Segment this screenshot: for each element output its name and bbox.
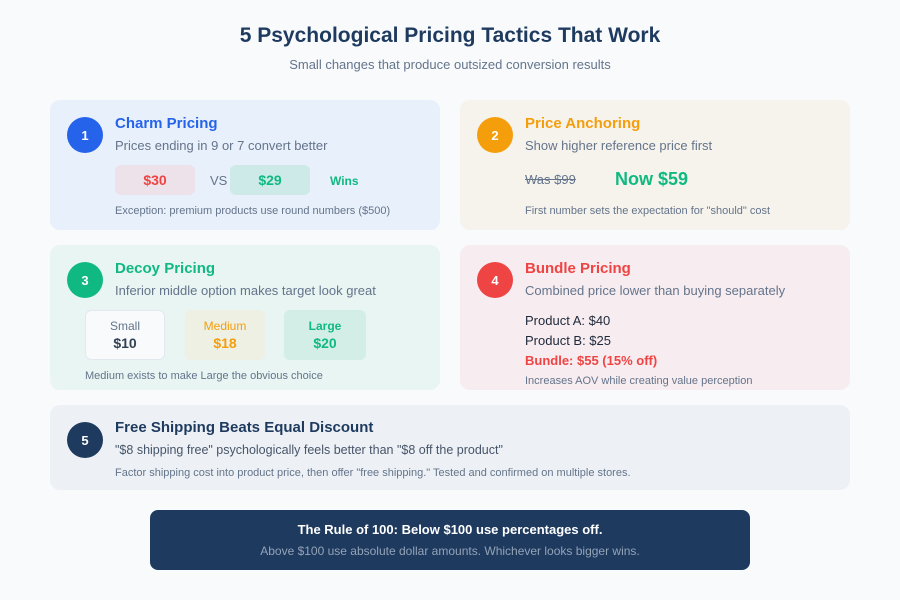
price: $29	[258, 172, 282, 188]
number-badge: 4	[477, 262, 513, 298]
price-box-win: $29	[230, 165, 310, 195]
price-box-lose: $30	[115, 165, 195, 195]
card-note: First number sets the expectation for "s…	[525, 205, 771, 217]
card-subtitle: "$8 shipping free" psychologically feels…	[115, 443, 503, 457]
card-bundle-pricing: 4 Bundle Pricing Combined price lower th…	[460, 245, 850, 390]
card-title: Bundle Pricing	[525, 260, 631, 277]
card-title: Decoy Pricing	[115, 260, 216, 277]
page-subtitle: Small changes that produce outsized conv…	[289, 57, 611, 72]
card-subtitle: Inferior middle option makes target look…	[115, 283, 376, 298]
option-large: Large $20	[284, 310, 366, 360]
was-price: Was $99	[525, 172, 576, 187]
number-badge: 5	[67, 422, 103, 458]
card-title: Price Anchoring	[525, 115, 641, 132]
option-label: Large	[308, 319, 342, 333]
vs-label: VS	[210, 173, 228, 188]
page-title: 5 Psychological Pricing Tactics That Wor…	[239, 24, 661, 47]
number-badge: 1	[67, 117, 103, 153]
number-badge: 3	[67, 262, 103, 298]
bundle-price: Bundle: $55 (15% off)	[525, 353, 658, 368]
card-charm-pricing: 1 Charm Pricing Prices ending in 9 or 7 …	[50, 100, 440, 230]
card-title: Free Shipping Beats Equal Discount	[115, 419, 374, 436]
card-price-anchoring: 2 Price Anchoring Show higher reference …	[460, 100, 850, 230]
product-a: Product A: $40	[525, 313, 611, 328]
option-price: $18	[213, 335, 237, 351]
price: $30	[143, 172, 167, 188]
card-subtitle: Prices ending in 9 or 7 convert better	[115, 138, 328, 153]
card-note: Increases AOV while creating value perce…	[525, 375, 753, 387]
card-note: Exception: premium products use round nu…	[115, 205, 391, 217]
card-decoy-pricing: 3 Decoy Pricing Inferior middle option m…	[50, 245, 440, 390]
option-medium: Medium $18	[185, 310, 265, 360]
number-badge: 2	[477, 117, 513, 153]
card-note: Factor shipping cost into product price,…	[115, 467, 631, 479]
rule-of-100-banner: The Rule of 100: Below $100 use percenta…	[150, 510, 750, 570]
wins-label: Wins	[330, 174, 359, 188]
product-b: Product B: $25	[525, 333, 611, 348]
banner-subtitle: Above $100 use absolute dollar amounts. …	[260, 544, 640, 558]
option-label: Medium	[203, 319, 247, 333]
card-free-shipping: 5 Free Shipping Beats Equal Discount "$8…	[50, 405, 850, 490]
option-label: Small	[109, 319, 140, 333]
option-price: $20	[313, 335, 337, 351]
option-price: $10	[113, 335, 137, 351]
card-note: Medium exists to make Large the obvious …	[85, 370, 323, 382]
card-subtitle: Combined price lower than buying separat…	[525, 283, 786, 298]
card-subtitle: Show higher reference price first	[525, 138, 713, 153]
banner-title: The Rule of 100: Below $100 use percenta…	[297, 522, 603, 537]
option-small: Small $10	[85, 310, 165, 360]
card-title: Charm Pricing	[115, 115, 218, 132]
now-price: Now $59	[615, 169, 689, 189]
